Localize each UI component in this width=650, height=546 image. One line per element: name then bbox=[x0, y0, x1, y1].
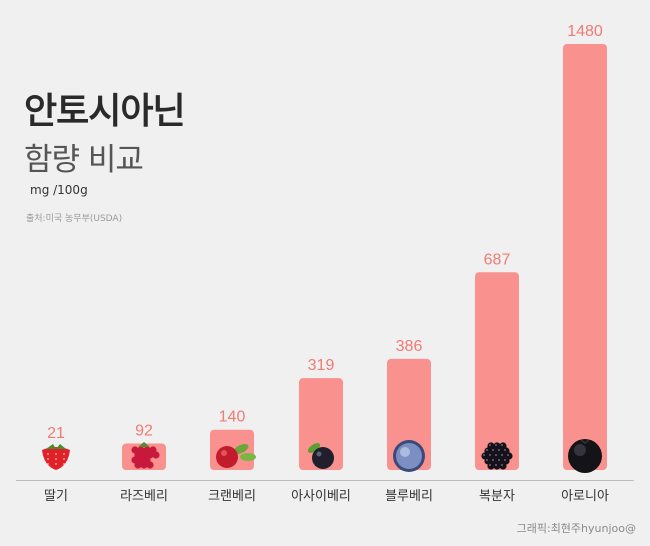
category-label-1: 딸기 bbox=[44, 489, 68, 504]
category-label-4: 아사이베리 bbox=[291, 489, 351, 504]
blueberry-icon bbox=[393, 440, 425, 472]
value-label-5: 386 bbox=[396, 338, 423, 355]
category-label-2: 라즈베리 bbox=[120, 489, 168, 504]
bar-7 bbox=[563, 44, 607, 470]
source-label: 출처:미국 농무부(USDA) bbox=[26, 214, 123, 224]
raspberry-icon bbox=[131, 442, 160, 469]
value-label-2: 92 bbox=[135, 423, 153, 440]
chart-subtitle: 함량 비교 bbox=[24, 142, 144, 178]
value-label-1: 21 bbox=[47, 425, 65, 442]
category-label-5: 블루베리 bbox=[385, 489, 433, 504]
value-label-7: 1480 bbox=[567, 23, 603, 40]
bar-5 bbox=[387, 358, 431, 470]
category-label-6: 복분자 bbox=[479, 489, 515, 504]
cranberry-icon bbox=[216, 444, 256, 468]
value-label-3: 140 bbox=[219, 409, 246, 426]
acai-berry-icon bbox=[307, 443, 334, 469]
unit-label: mg /100g bbox=[30, 183, 88, 197]
chart-title: 안토시아닌 bbox=[24, 91, 186, 132]
value-label-6: 687 bbox=[484, 251, 511, 268]
strawberry-icon bbox=[42, 444, 70, 470]
value-label-4: 319 bbox=[308, 357, 335, 374]
aronia-icon bbox=[568, 439, 602, 473]
category-label-7: 아로니아 bbox=[561, 489, 609, 504]
category-label-3: 크랜베리 bbox=[208, 489, 256, 504]
blackberry-icon bbox=[481, 442, 513, 470]
credit-label: 그래픽:최현주hyunjoo@ bbox=[516, 522, 636, 535]
bar-6 bbox=[475, 272, 519, 470]
